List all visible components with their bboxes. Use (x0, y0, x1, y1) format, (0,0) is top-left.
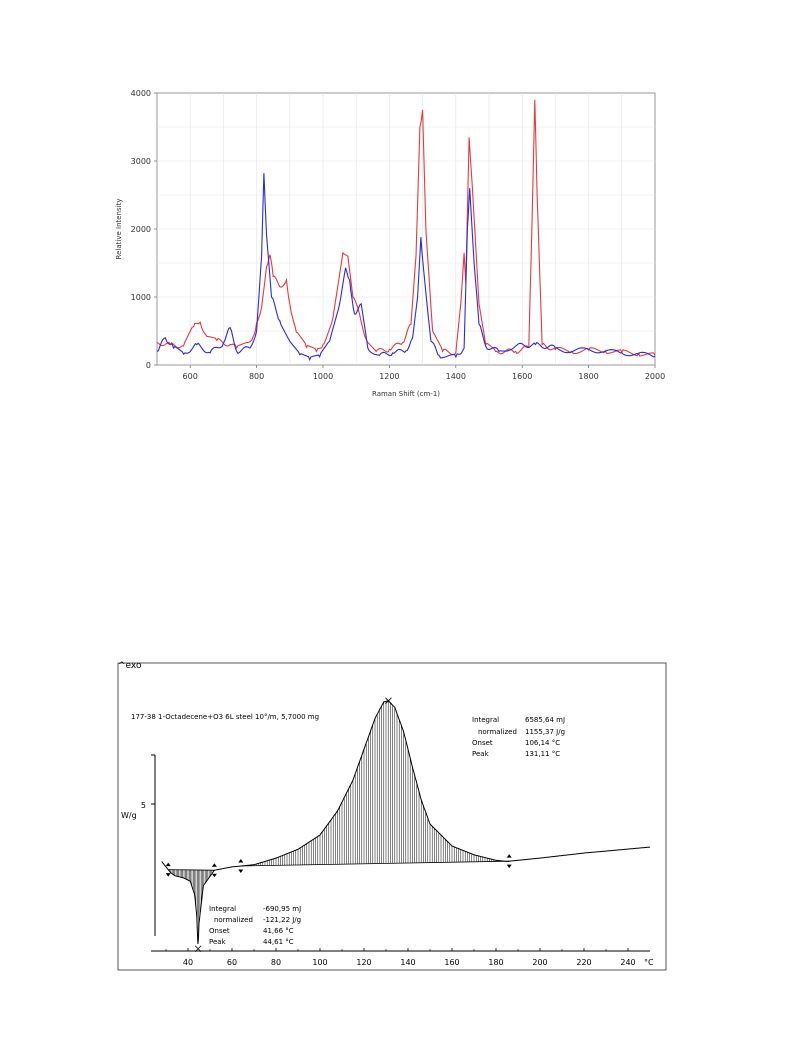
dsc-x-tick-label: 40 (183, 958, 193, 967)
dsc-x-tick-label: 220 (576, 958, 591, 967)
exo-baseline (240, 860, 510, 867)
raman-y-tick-label: 3000 (131, 157, 151, 166)
endo-normalized-value: -121,22 J/g (263, 916, 301, 924)
raman-x-tick-label: 1000 (313, 372, 333, 381)
endotherm-annotation: Integral -690,95 mJ normalized -121,22 J… (209, 905, 301, 946)
dsc-range-marker (165, 862, 171, 877)
dsc-heat-flow-line (161, 700, 650, 944)
exotherm-annotation: Integral 6585,64 mJ normalized 1155,37 J… (472, 716, 565, 758)
dsc-x-unit: °C (644, 958, 654, 967)
dsc-integration-hatch (169, 700, 508, 937)
raman-chart: 0 1000 2000 3000 4000 600 800 1000 1200 1400 1600… (115, 89, 665, 398)
dsc-y-tick-label: 5 (141, 801, 146, 810)
endo-peak-marker (194, 945, 202, 953)
raman-x-tick-label: 1800 (578, 372, 598, 381)
dsc-x-tick-label: 200 (532, 958, 547, 967)
dsc-x-tick-label: 180 (488, 958, 503, 967)
endo-onset-label: Onset (209, 927, 230, 935)
dsc-sample-label: 177-38 1-Octadecene+O3 6L steel 10°/m, 5… (131, 713, 319, 721)
exo-integral-label: Integral (472, 716, 499, 724)
endo-baseline (168, 869, 215, 871)
dsc-x-tick-label: 80 (271, 958, 281, 967)
endo-integral-label: Integral (209, 905, 236, 913)
exo-peak-value: 131,11 °C (525, 750, 560, 758)
dsc-x-ticks: 40 60 80 100 120 140 160 180 200 220 240 (165, 948, 636, 967)
raman-y-tick-label: 1000 (131, 293, 151, 302)
dsc-x-tick-label: 100 (312, 958, 327, 967)
dsc-range-marker (506, 854, 512, 869)
raman-grid (157, 93, 655, 365)
dsc-x-tick-label: 160 (444, 958, 459, 967)
raman-series-line-blue (156, 173, 656, 361)
exo-normalized-value: 1155,37 J/g (525, 728, 565, 736)
raman-series (156, 99, 656, 361)
dsc-range-marker (238, 859, 244, 874)
raman-x-tick-label: 1600 (512, 372, 532, 381)
dsc-range-marker (211, 863, 217, 878)
dsc-markers (165, 697, 512, 953)
dsc-curve (161, 700, 650, 944)
dsc-exo-label: ^exo (118, 661, 142, 671)
dsc-x-tick-label: 120 (356, 958, 371, 967)
exo-onset-value: 106,14 °C (525, 739, 560, 747)
endo-integral-value: -690,95 mJ (263, 905, 301, 913)
endo-peak-value: 44,61 °C (263, 938, 294, 946)
raman-y-tick-label: 0 (146, 361, 151, 370)
dsc-frame (117, 662, 667, 971)
exo-peak-marker (385, 697, 392, 705)
raman-x-axis-label: Raman Shift (cm-1) (372, 390, 440, 398)
dsc-baselines (168, 860, 510, 871)
exo-peak-label: Peak (472, 750, 490, 758)
raman-y-tick-label: 4000 (131, 89, 151, 98)
dsc-y-axis-label: W/g (121, 811, 137, 820)
dsc-x-tick-label: 60 (227, 958, 237, 967)
raman-y-tick-label: 2000 (131, 225, 151, 234)
endo-onset-value: 41,66 °C (263, 927, 294, 935)
raman-y-axis-label: Relative Intensity (115, 199, 123, 260)
dsc-chart: ^exo 177-38 1-Octadecene+O3 6L steel 10°… (117, 661, 667, 971)
raman-x-tick-label: 2000 (645, 372, 665, 381)
raman-x-tick-label: 1400 (446, 372, 466, 381)
endo-normalized-label: normalized (214, 916, 253, 924)
raman-x-tick-label: 600 (183, 372, 198, 381)
exo-onset-label: Onset (472, 739, 493, 747)
dsc-x-tick-label: 140 (400, 958, 415, 967)
raman-y-ticks: 0 1000 2000 3000 4000 (131, 89, 157, 370)
dsc-x-tick-label: 240 (620, 958, 635, 967)
exo-integral-value: 6585,64 mJ (525, 716, 565, 724)
raman-x-tick-label: 1200 (379, 372, 399, 381)
raman-x-ticks: 600 800 1000 1200 1400 1600 1800 2000 (183, 365, 665, 381)
endo-peak-label: Peak (209, 938, 227, 946)
exo-normalized-label: normalized (478, 728, 517, 736)
raman-x-tick-label: 800 (249, 372, 264, 381)
